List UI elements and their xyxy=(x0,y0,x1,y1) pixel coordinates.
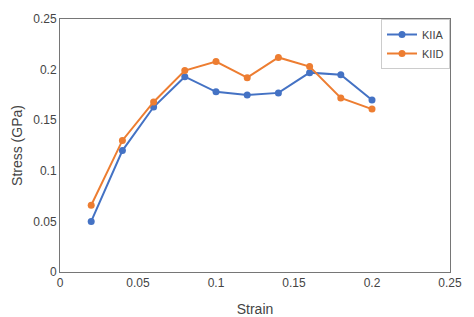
svg-text:0.2: 0.2 xyxy=(364,276,381,290)
svg-text:0.2: 0.2 xyxy=(40,63,57,77)
svg-text:0: 0 xyxy=(50,265,57,279)
svg-text:Stress (GPa): Stress (GPa) xyxy=(9,105,25,186)
svg-text:0.15: 0.15 xyxy=(282,276,306,290)
svg-text:0.05: 0.05 xyxy=(33,215,57,229)
svg-text:0.05: 0.05 xyxy=(126,276,150,290)
svg-text:0.1: 0.1 xyxy=(40,164,57,178)
svg-text:KIID: KIID xyxy=(422,48,443,60)
svg-text:0.25: 0.25 xyxy=(438,276,462,290)
svg-text:Strain: Strain xyxy=(237,301,274,317)
svg-text:0: 0 xyxy=(57,276,64,290)
svg-text:0.25: 0.25 xyxy=(33,12,57,26)
svg-text:KIIA: KIIA xyxy=(422,29,443,41)
svg-text:0.15: 0.15 xyxy=(33,113,57,127)
svg-text:0.1: 0.1 xyxy=(208,276,225,290)
